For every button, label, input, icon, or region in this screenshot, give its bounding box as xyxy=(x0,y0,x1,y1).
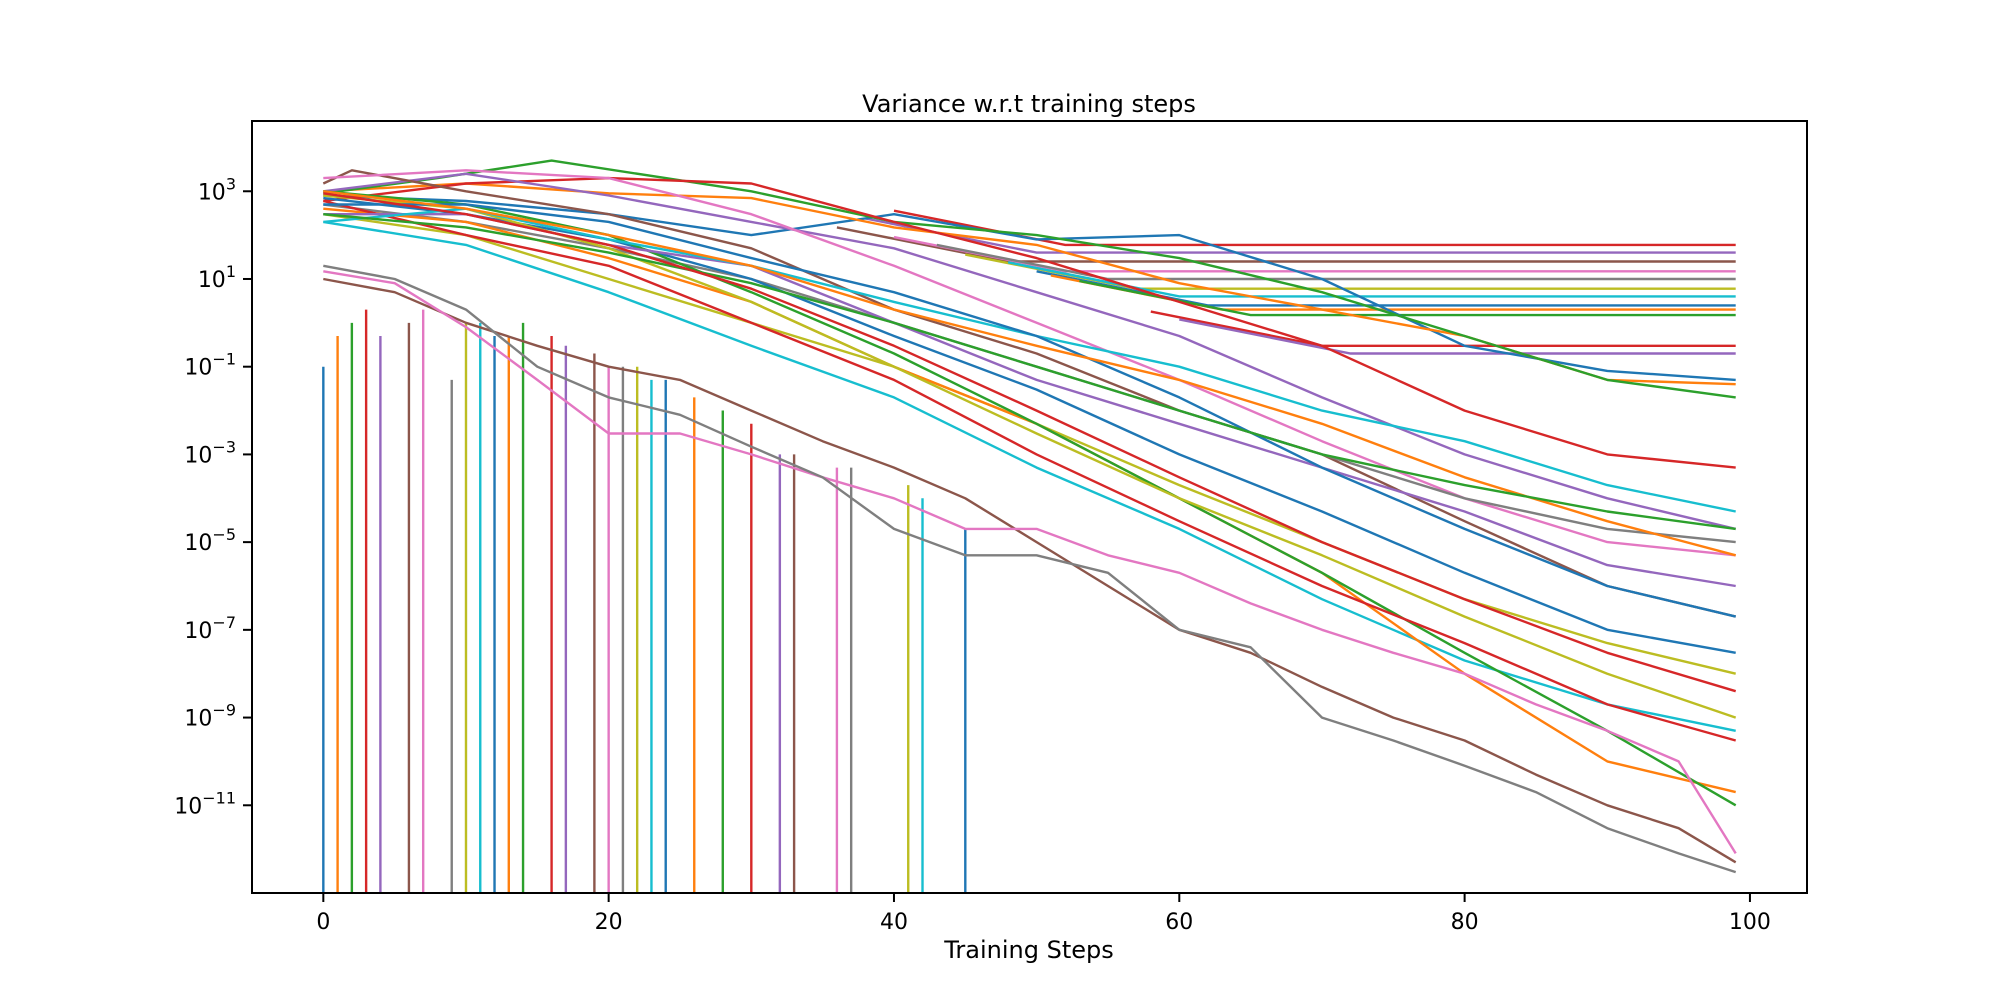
x-tick-label: 20 xyxy=(595,910,623,935)
series-line xyxy=(323,190,1737,807)
series-line xyxy=(323,192,1737,693)
series-plateau-line xyxy=(1079,279,1736,317)
y-tick-label: 10−9 xyxy=(184,701,236,732)
series-line xyxy=(323,199,1737,742)
series-line xyxy=(323,176,1736,469)
y-tick-label: 10−1 xyxy=(184,350,236,381)
series-plateau-line xyxy=(1179,318,1736,355)
y-tick-label: 101 xyxy=(198,262,236,293)
x-tick-label: 0 xyxy=(316,910,330,935)
series-line xyxy=(323,169,1736,557)
y-tick-label: 10−7 xyxy=(184,613,236,644)
series-line xyxy=(323,264,1737,874)
series-line xyxy=(323,213,1736,531)
series-line xyxy=(323,159,1736,399)
series-line xyxy=(323,196,1736,654)
plot-frame xyxy=(251,120,1808,894)
x-tick-label: 60 xyxy=(1165,910,1193,935)
series-line xyxy=(323,190,1737,557)
series-plateau-line xyxy=(836,226,1736,263)
x-axis-label: Training Steps xyxy=(943,936,1113,964)
y-tick-label: 10−5 xyxy=(184,525,236,556)
x-tick-label: 80 xyxy=(1451,910,1479,935)
chart-title: Variance w.r.t training steps xyxy=(862,90,1196,118)
series-line xyxy=(323,172,1736,531)
series-line xyxy=(323,277,1737,864)
y-tick-label: 103 xyxy=(198,174,236,205)
series-line xyxy=(323,194,1736,382)
series-layer xyxy=(322,159,1737,893)
series-line xyxy=(323,203,1736,618)
series-line xyxy=(323,220,1736,732)
series-line xyxy=(323,270,1737,855)
x-tick-label: 40 xyxy=(880,910,908,935)
y-axis: 103 101 10−1 10−3 10−5 10−7 10−9 10−11 xyxy=(174,174,252,819)
y-tick-label: 10−3 xyxy=(184,437,236,468)
x-tick-label: 100 xyxy=(1729,910,1771,935)
y-tick-label: 10−11 xyxy=(174,788,236,819)
series-line xyxy=(322,169,1736,618)
x-axis: 0 20 40 60 80 100 xyxy=(316,893,1771,935)
series-plateau-line xyxy=(1007,261,1736,298)
series-plateau-line xyxy=(893,209,1736,247)
